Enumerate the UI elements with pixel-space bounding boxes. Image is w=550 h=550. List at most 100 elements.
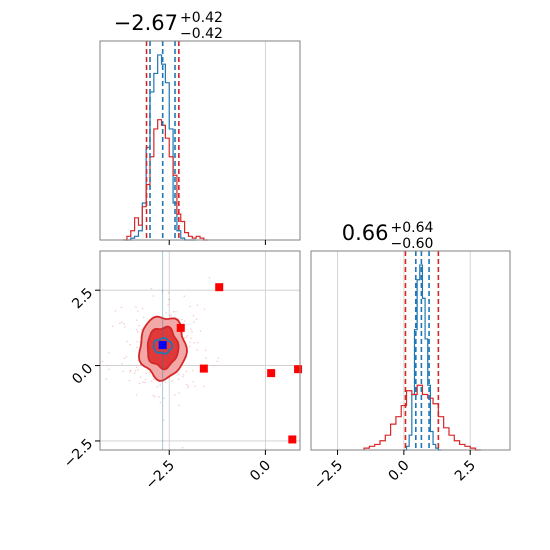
panel-title-value: −2.67 xyxy=(114,11,178,35)
sample-point xyxy=(182,376,184,378)
sample-point xyxy=(138,325,140,327)
x-tick-label: 2.5 xyxy=(452,457,479,484)
sample-point xyxy=(140,376,142,378)
sample-point xyxy=(203,386,205,388)
sample-point xyxy=(136,319,138,321)
sample-point xyxy=(184,296,186,298)
sample-point xyxy=(165,312,167,314)
sample-point xyxy=(218,357,220,359)
sample-point xyxy=(108,352,110,354)
sample-point xyxy=(160,402,162,404)
panel-frame xyxy=(100,41,300,240)
panel-title-value: 0.66 xyxy=(342,221,389,245)
sample-point xyxy=(163,398,165,400)
histogram-series-1 xyxy=(123,120,208,240)
histogram-series-0 xyxy=(404,265,441,450)
sample-point xyxy=(181,319,183,321)
sample-point xyxy=(192,370,194,372)
sample-point xyxy=(169,315,171,317)
sample-point xyxy=(194,385,196,387)
sample-point xyxy=(129,344,131,346)
sample-point xyxy=(216,360,218,362)
sample-point xyxy=(151,288,153,290)
sample-point xyxy=(205,350,207,352)
sample-point xyxy=(102,361,104,363)
sample-point xyxy=(209,277,211,279)
sample-point xyxy=(144,382,146,384)
sample-point xyxy=(193,315,195,317)
sample-point xyxy=(136,366,138,368)
red-marker xyxy=(288,435,296,443)
sample-point xyxy=(126,356,128,358)
sample-point xyxy=(213,365,215,367)
y-tick-label: 0.0 xyxy=(69,361,96,388)
sample-point xyxy=(187,387,189,389)
sample-point xyxy=(143,317,145,319)
sample-point xyxy=(137,310,139,312)
sample-point xyxy=(142,381,144,383)
sample-point xyxy=(129,371,131,373)
y-tick-label: 2.5 xyxy=(69,285,96,312)
sample-point xyxy=(193,342,195,344)
x-tick-label: −2.5 xyxy=(311,457,346,492)
sample-point xyxy=(136,346,138,348)
sample-point xyxy=(115,310,117,312)
sample-point xyxy=(151,380,153,382)
sample-point xyxy=(135,370,137,372)
sample-point xyxy=(136,341,138,343)
panel-title-plus: +0.64 xyxy=(391,220,434,236)
sample-point xyxy=(126,340,128,342)
sample-point xyxy=(124,358,126,360)
red-marker xyxy=(177,324,185,332)
sample-point xyxy=(169,299,171,301)
sample-point xyxy=(191,331,193,333)
sample-point xyxy=(189,342,191,344)
sample-point xyxy=(171,380,173,382)
sample-point xyxy=(192,381,194,383)
sample-point xyxy=(119,323,121,325)
panel-frame xyxy=(311,251,510,450)
y-tick-label: −2.5 xyxy=(61,436,96,471)
bottom-left-2d-panel: −2.5 0.0 −2.5 0.0 2.5 xyxy=(61,251,302,493)
sample-point xyxy=(190,337,192,339)
sample-point xyxy=(139,383,141,385)
sample-point xyxy=(121,321,123,323)
sample-point xyxy=(205,357,207,359)
sample-point xyxy=(106,378,108,380)
sample-point xyxy=(186,371,188,373)
sample-point xyxy=(174,394,176,396)
sample-point xyxy=(135,306,137,308)
histogram-series-0 xyxy=(127,55,196,240)
sample-point xyxy=(187,335,189,337)
red-marker xyxy=(215,283,223,291)
sample-point xyxy=(157,386,159,388)
sample-point xyxy=(178,404,180,406)
sample-point xyxy=(167,304,169,306)
sample-point xyxy=(145,379,147,381)
sample-point xyxy=(121,307,123,309)
sample-point xyxy=(178,373,180,375)
sample-point xyxy=(196,318,198,320)
sample-point xyxy=(184,320,186,322)
sample-point xyxy=(137,369,139,371)
sample-point xyxy=(200,330,202,332)
x-tick-label: −2.5 xyxy=(143,457,178,492)
sample-point xyxy=(168,292,170,294)
sample-point xyxy=(153,395,155,397)
panel-title-minus: −0.42 xyxy=(180,26,223,42)
sample-point xyxy=(112,326,114,328)
sample-point xyxy=(122,370,124,372)
sample-point xyxy=(187,385,189,387)
sample-point xyxy=(108,369,110,371)
blue-marker xyxy=(159,341,167,349)
top-left-histogram-panel: −2.67 +0.42−0.42 xyxy=(100,10,300,245)
sample-point xyxy=(182,447,184,449)
sample-point xyxy=(123,323,125,325)
sample-point xyxy=(193,321,195,323)
sample-point xyxy=(183,374,185,376)
panel-title-plus: +0.42 xyxy=(180,10,223,26)
sample-point xyxy=(129,380,131,382)
sample-point xyxy=(197,304,199,306)
sample-point xyxy=(134,372,136,374)
